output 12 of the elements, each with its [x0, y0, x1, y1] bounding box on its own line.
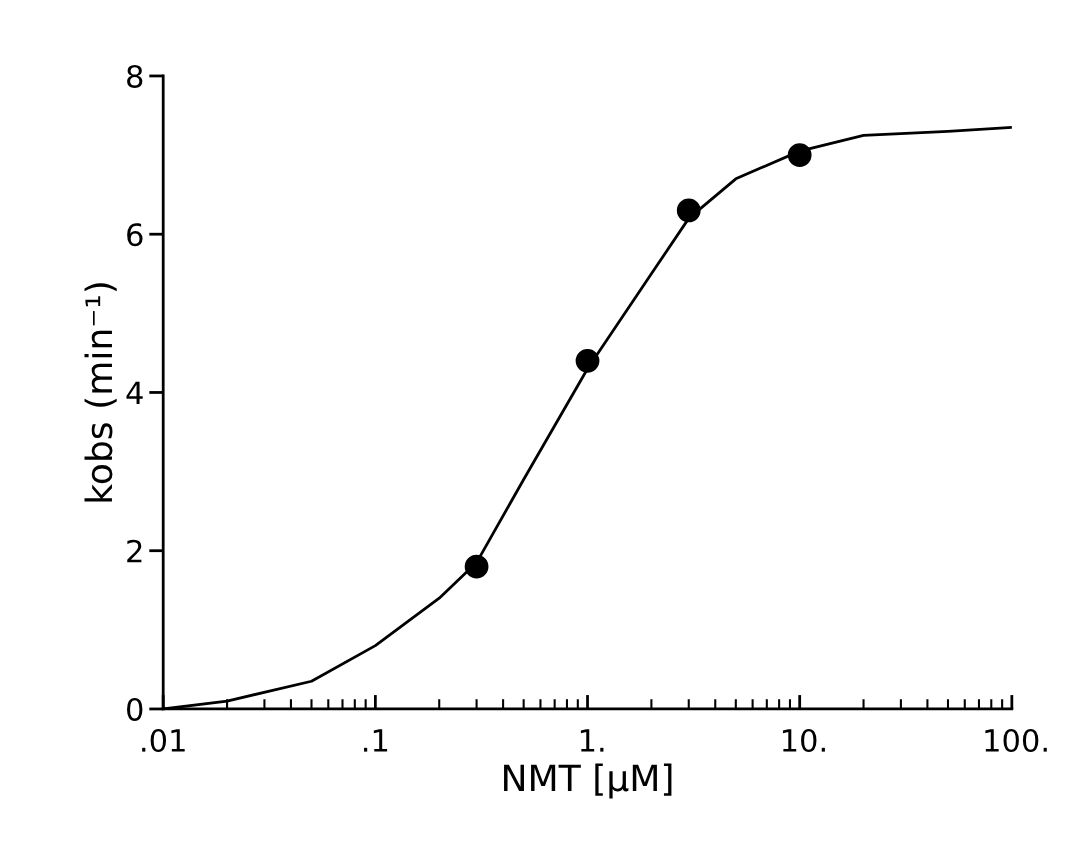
y-tick-label: 4	[126, 381, 143, 405]
y-tick-label: 6	[127, 223, 143, 247]
y-axis-title: kobs (min⁻¹)	[84, 283, 117, 502]
x-axis-title: NMT [µM]	[504, 763, 672, 799]
x-tick-label: .1	[364, 729, 388, 752]
x-tick-label: .01	[142, 728, 185, 753]
x-tick-label: 1.	[580, 729, 604, 752]
x-tick-label: 100.	[985, 728, 1047, 753]
y-tick-label: 8	[127, 64, 143, 88]
y-tick-label: 2	[127, 539, 142, 563]
x-tick-label: 10.	[782, 728, 825, 753]
y-tick-label: 0	[127, 697, 143, 721]
